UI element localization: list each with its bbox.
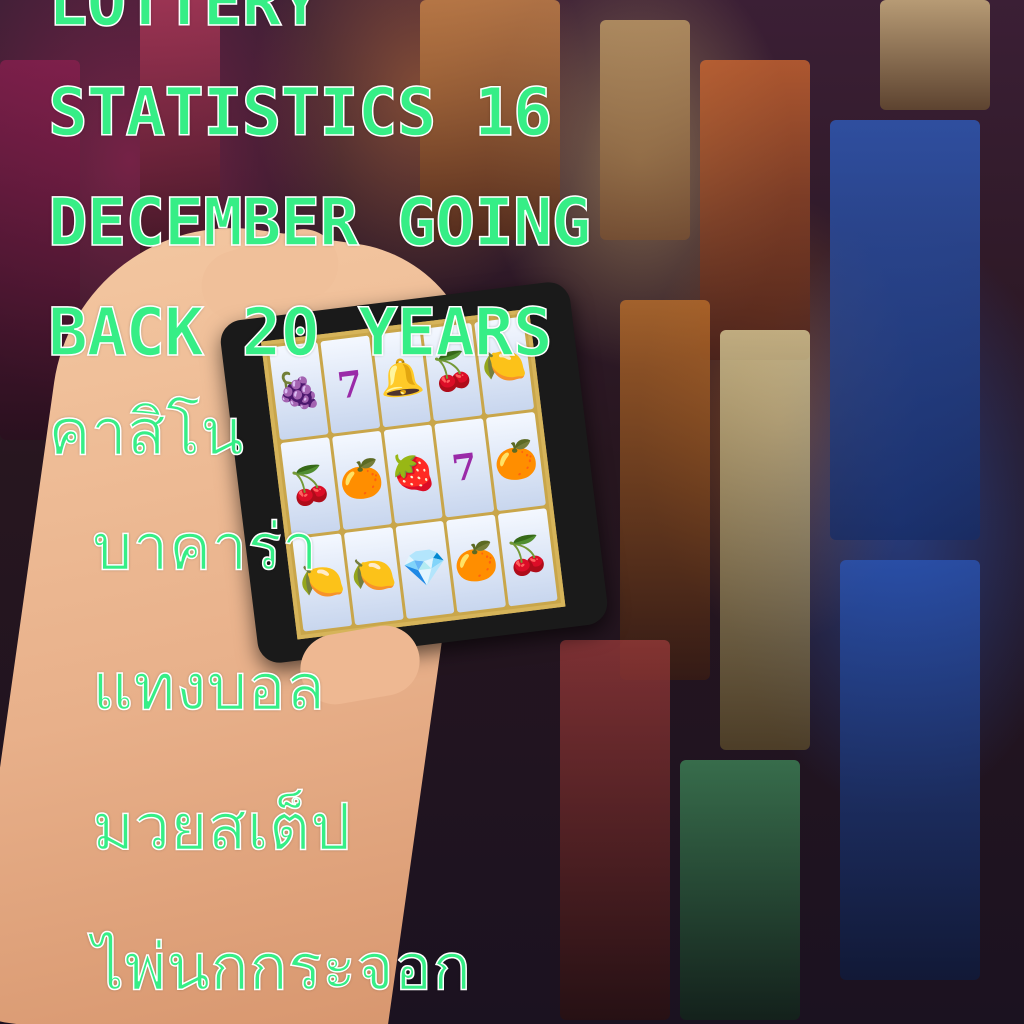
slot-machine-bg: [420, 0, 560, 240]
headline-line: LOTTERY: [47, 0, 321, 42]
slot-machine-bg: [840, 560, 980, 980]
slot-machine-bg: [830, 120, 980, 540]
keyword-mahjong: ไพ่นกกระจอก: [91, 930, 472, 1006]
keyword-casino: คาสิโน: [47, 395, 244, 471]
keyword-list: คาสิโน บาคาร่า แทงบอล มวยสเต็ป ไพ่นกกระจ…: [47, 388, 808, 1024]
slot-machine-bg: [140, 0, 220, 260]
headline-line: DECEMBER GOING: [47, 183, 592, 262]
slot-machine-bg: [560, 640, 670, 1020]
keyword-baccarat: บาคาร่า: [91, 510, 318, 586]
slot-machine-bg: [720, 330, 810, 750]
headline-line: STATISTICS 16: [47, 73, 553, 152]
slot-machine-bg: [880, 0, 990, 110]
keyword-football-betting: แทงบอล: [91, 650, 325, 726]
text-overlay: LOTTERY STATISTICS 16 DECEMBER GOING BAC…: [47, 0, 808, 1024]
slot-machine-bg: [700, 60, 810, 360]
keyword-boxing-parlay: มวยสเต็ป: [91, 790, 351, 866]
headline-line: BACK 20 YEARS: [47, 293, 553, 372]
slot-machine-bg: [620, 300, 710, 680]
slot-machine-bg: [680, 760, 800, 1020]
slot-machine-bg: [600, 20, 690, 240]
